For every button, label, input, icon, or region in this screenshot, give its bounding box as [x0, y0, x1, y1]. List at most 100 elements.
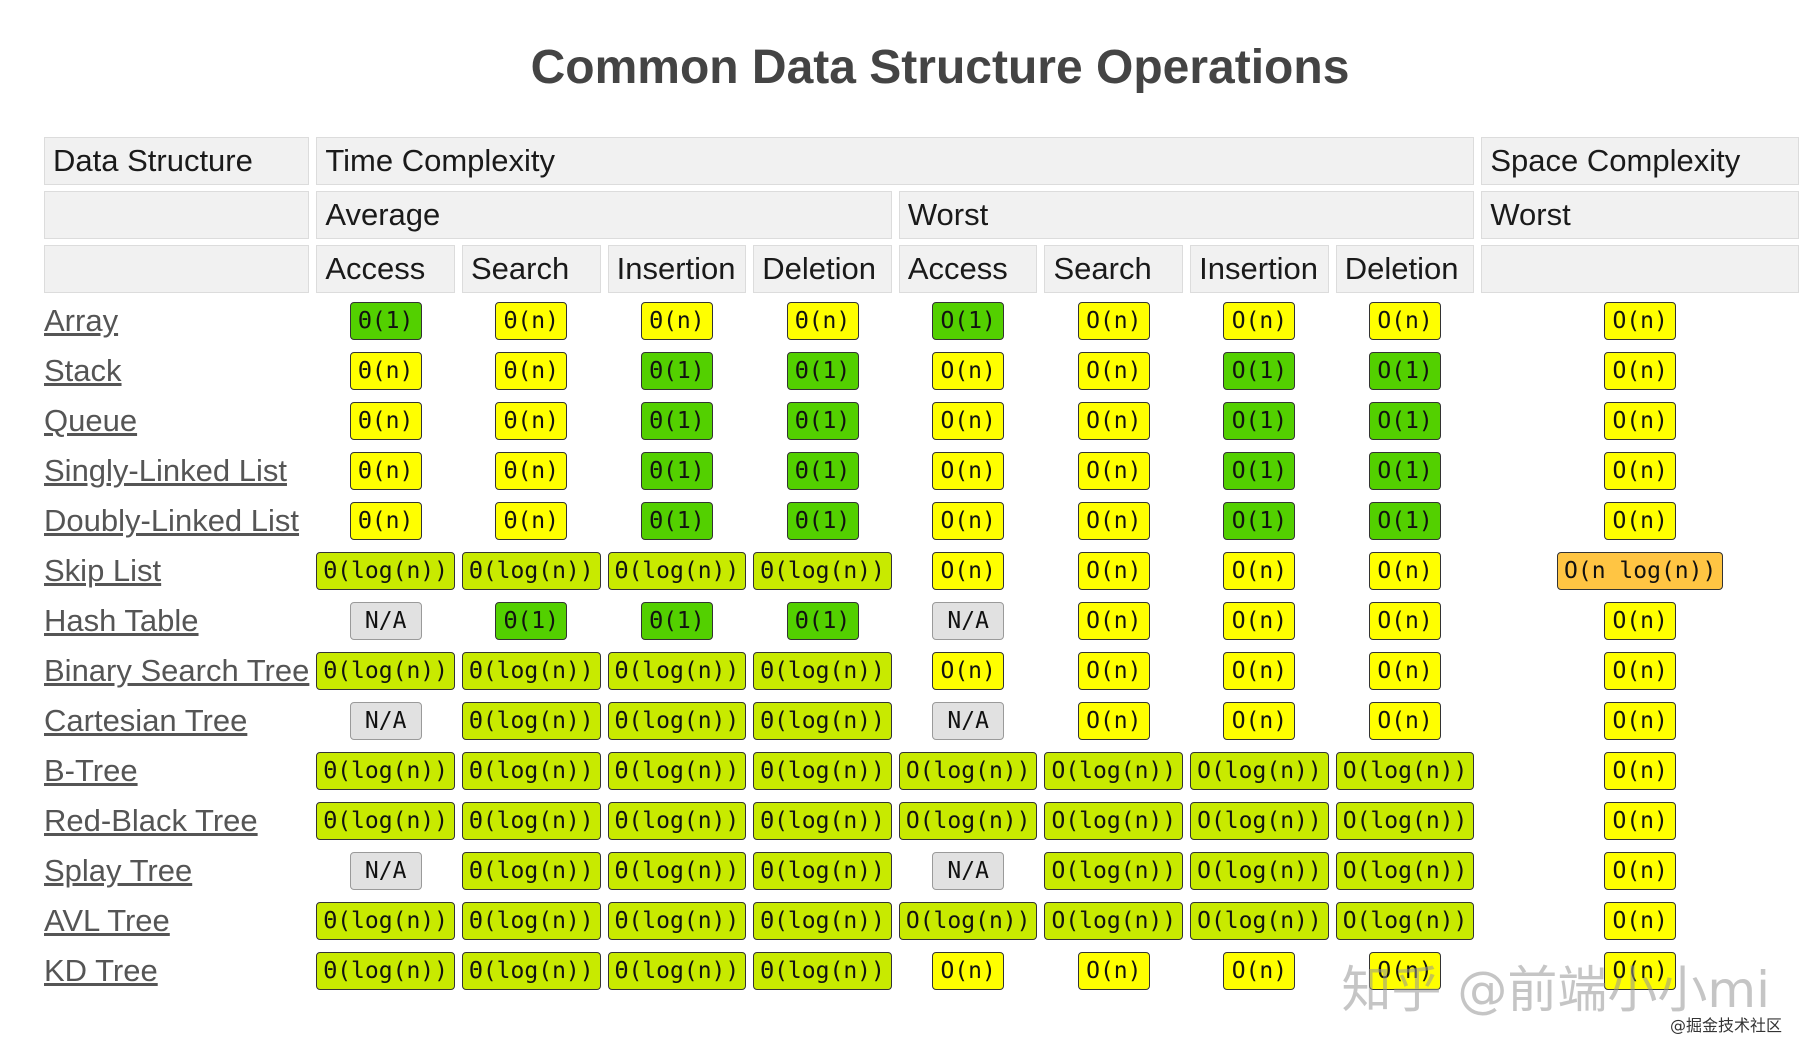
data-structure-link[interactable]: Singly-Linked List — [44, 453, 287, 488]
complexity-badge: Θ(log(n)) — [753, 802, 892, 840]
complexity-cell: O(1) — [1336, 349, 1475, 393]
complexity-cell: O(n) — [899, 349, 1038, 393]
data-structure-link[interactable]: Splay Tree — [44, 853, 193, 888]
complexity-badge: O(n) — [1223, 652, 1296, 690]
complexity-badge: O(n) — [932, 502, 1005, 540]
complexity-badge: Θ(n) — [495, 352, 568, 390]
complexity-badge: O(log(n)) — [1335, 902, 1475, 940]
complexity-badge: Θ(log(n)) — [753, 902, 892, 940]
complexity-cell: O(n) — [1336, 699, 1475, 743]
complexity-badge: Θ(log(n)) — [607, 802, 747, 840]
complexity-badge: Θ(log(n)) — [753, 552, 892, 590]
complexity-cell: N/A — [899, 849, 1038, 893]
complexity-cell: O(n) — [1044, 649, 1183, 693]
table-row: Skip List Θ(log(n)) Θ(log(n)) Θ(log(n)) Θ(lo… — [44, 549, 1799, 593]
header-space-worst: Worst — [1481, 191, 1799, 239]
page-title: Common Data Structure Operations — [530, 41, 1350, 94]
complexity-badge: O(n) — [1223, 702, 1296, 740]
data-structure-link[interactable]: B-Tree — [44, 753, 138, 788]
complexity-badge: Θ(log(n)) — [607, 702, 747, 740]
header-worst: Worst — [898, 191, 1475, 239]
table-row: B-Tree Θ(log(n)) Θ(log(n)) Θ(log(n)) Θ(log(n… — [44, 749, 1799, 793]
complexity-cell: O(n) — [1190, 699, 1329, 743]
row-name-cell: Singly-Linked List — [44, 449, 309, 493]
complexity-cell: O(log(n)) — [1190, 849, 1329, 893]
data-structure-link[interactable]: Red-Black Tree — [44, 803, 258, 838]
complexity-cell: O(n) — [1044, 399, 1183, 443]
header-avg-search: Search — [461, 245, 601, 293]
complexity-cell: Θ(1) — [608, 499, 747, 543]
table-row: KD Tree Θ(log(n)) Θ(log(n)) Θ(log(n)) Θ(log(… — [44, 949, 1799, 993]
complexity-badge: N/A — [932, 602, 1005, 640]
table-row: Red-Black Tree Θ(log(n)) Θ(log(n)) Θ(log(n)… — [44, 799, 1799, 843]
complexity-cell: O(log(n)) — [1190, 799, 1329, 843]
complexity-cell: Θ(1) — [608, 449, 747, 493]
complexity-badge: O(log(n)) — [1335, 752, 1475, 790]
table-row: Stack Θ(n) Θ(n) Θ(1) Θ(1) O(n) O(n) O(1) O(1) O(n… — [44, 349, 1799, 393]
data-structure-link[interactable]: Hash Table — [44, 603, 199, 638]
complexity-badge: O(n) — [1077, 552, 1150, 590]
header-row-3: Access Search Insertion Deletion Access … — [44, 245, 1799, 293]
complexity-cell: Θ(n) — [753, 299, 892, 343]
complexity-badge: O(log(n)) — [898, 752, 1038, 790]
complexity-badge: Θ(1) — [786, 352, 859, 390]
data-structure-link[interactable]: KD Tree — [44, 953, 158, 988]
data-structure-link[interactable]: Cartesian Tree — [44, 703, 248, 738]
data-structure-link[interactable]: Array — [44, 303, 119, 338]
row-name-cell: B-Tree — [44, 749, 309, 793]
complexity-cell: O(n) — [1481, 599, 1799, 643]
complexity-cell: O(n) — [1044, 549, 1183, 593]
complexity-badge: Θ(n) — [495, 502, 568, 540]
complexity-badge: O(n) — [1223, 302, 1296, 340]
complexity-cell: Θ(log(n)) — [607, 849, 747, 893]
complexity-cell: Θ(1) — [753, 599, 892, 643]
complexity-badge: Θ(log(n)) — [753, 752, 892, 790]
complexity-badge: Θ(log(n)) — [461, 902, 601, 940]
row-name-cell: Queue — [44, 399, 309, 443]
row-name-cell: Doubly-Linked List — [44, 499, 309, 543]
complexity-cell: Θ(log(n)) — [753, 749, 892, 793]
complexity-badge: O(n log(n)) — [1557, 552, 1724, 590]
complexity-badge: O(n) — [932, 952, 1005, 990]
complexity-badge: O(n) — [1604, 952, 1677, 990]
complexity-badge: Θ(1) — [786, 402, 859, 440]
complexity-cell: Θ(log(n)) — [461, 799, 601, 843]
complexity-cell: Θ(log(n)) — [753, 649, 892, 693]
complexity-badge: O(n) — [1604, 302, 1677, 340]
complexity-badge: Θ(log(n)) — [316, 552, 455, 590]
data-structure-link[interactable]: Doubly-Linked List — [44, 503, 300, 538]
complexity-badge: Θ(1) — [786, 602, 859, 640]
header-space-complexity: Space Complexity — [1481, 137, 1799, 185]
complexity-cell: Θ(1) — [753, 499, 892, 543]
complexity-badge: Θ(log(n)) — [607, 852, 747, 890]
row-name-cell: AVL Tree — [44, 899, 309, 943]
table-row: Splay Tree N/A Θ(log(n)) Θ(log(n)) Θ(log(n))… — [44, 849, 1799, 893]
complexity-cell: Θ(n) — [462, 449, 601, 493]
row-name-cell: Array — [44, 299, 309, 343]
complexity-cell: Θ(log(n)) — [316, 549, 455, 593]
complexity-cell: O(n log(n)) — [1481, 549, 1799, 593]
complexity-cell: O(log(n)) — [898, 899, 1038, 943]
complexity-cell: Θ(n) — [462, 349, 601, 393]
data-structure-link[interactable]: Binary Search Tree — [44, 653, 310, 688]
complexity-badge: O(n) — [1223, 552, 1296, 590]
complexity-badge: O(n) — [932, 352, 1005, 390]
complexity-cell: Θ(log(n)) — [753, 899, 892, 943]
complexity-badge: Θ(1) — [495, 602, 568, 640]
complexity-cell: O(log(n)) — [898, 749, 1038, 793]
complexity-badge: Θ(log(n)) — [461, 752, 601, 790]
complexity-cell: O(1) — [1190, 449, 1329, 493]
complexity-cell: Θ(log(n)) — [607, 749, 747, 793]
complexity-cell: N/A — [899, 699, 1038, 743]
complexity-badge: O(n) — [1369, 552, 1442, 590]
complexity-badge: Θ(log(n)) — [607, 552, 747, 590]
header-time-complexity: Time Complexity — [316, 137, 1475, 185]
complexity-cell: O(1) — [1190, 499, 1329, 543]
data-structure-link[interactable]: AVL Tree — [44, 903, 170, 938]
data-structure-link[interactable]: Skip List — [44, 553, 162, 588]
complexity-badge: O(n) — [1077, 602, 1150, 640]
complexity-cell: O(n) — [1336, 299, 1475, 343]
complexity-badge: O(log(n)) — [1190, 802, 1329, 840]
data-structure-link[interactable]: Queue — [44, 403, 138, 438]
data-structure-link[interactable]: Stack — [44, 353, 122, 388]
